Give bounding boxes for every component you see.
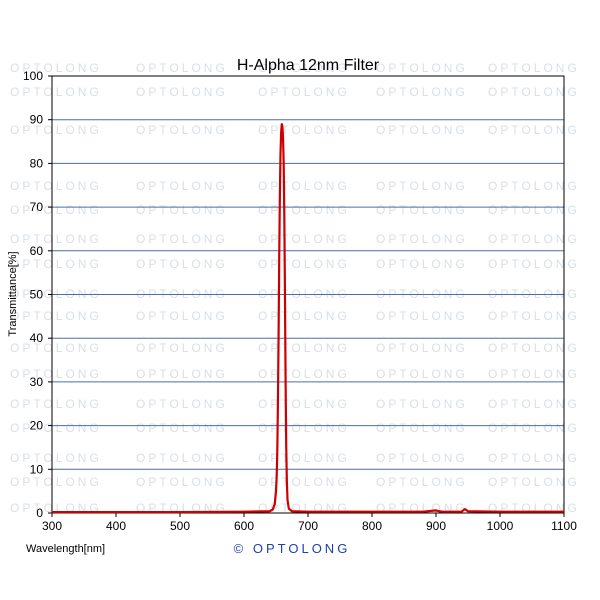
x-tick-label: 500 [170,519,190,533]
x-tick-label: 300 [42,519,62,533]
watermark-text: OPTOLONG [376,421,468,435]
watermark-text: OPTOLONG [258,397,350,411]
watermark-text: OPTOLONG [488,257,580,271]
x-tick-label: 1000 [487,519,514,533]
watermark-text: OPTOLONG [10,257,102,271]
y-tick-label: 20 [30,419,44,433]
watermark-text: OPTOLONG [258,309,350,323]
watermark-text: OPTOLONG [376,85,468,99]
watermark-text: OPTOLONG [10,232,102,246]
watermark-text: OPTOLONG [488,203,580,217]
watermark-text: OPTOLONG [10,421,102,435]
watermark-text: OPTOLONG [376,203,468,217]
watermark-text: OPTOLONG [488,341,580,355]
watermark-text: OPTOLONG [376,257,468,271]
y-tick-label: 60 [30,244,44,258]
watermark-text: OPTOLONG [488,397,580,411]
x-tick-label: 900 [426,519,446,533]
watermark-text: OPTOLONG [10,61,102,75]
watermark-text: OPTOLONG [258,421,350,435]
watermark-text: OPTOLONG [258,203,350,217]
watermark-text: OPTOLONG [488,367,580,381]
y-tick-label: 80 [30,156,44,170]
watermark-text: OPTOLONG [488,123,580,137]
tick-layer: 300 400 500 600 700 800 900 1000 1100 0 10 20 30 40 50… [23,69,577,533]
watermark-text: OPTOLONG [136,397,228,411]
watermark-text: OPTOLONG [376,61,468,75]
watermark-text: OPTOLONG [376,451,468,465]
watermark-text: OPTOLONG [136,475,228,489]
watermark-text: OPTOLONG [488,309,580,323]
watermark-text: OPTOLONG [136,421,228,435]
watermark-text: OPTOLONG [136,451,228,465]
watermark-text: OPTOLONG [488,421,580,435]
watermark-text: OPTOLONG [10,475,102,489]
watermark-text: OPTOLONG [258,475,350,489]
x-tick-label: 600 [234,519,254,533]
y-tick-label: 10 [30,462,44,476]
watermark-text: OPTOLONG [258,179,350,193]
watermark-text: OPTOLONG [258,61,350,75]
watermark-text: OPTOLONG [488,232,580,246]
watermark-text: OPTOLONG [376,367,468,381]
watermark-text: OPTOLONG [10,203,102,217]
watermark-text: OPTOLONG [258,367,350,381]
watermark-text: OPTOLONG [10,179,102,193]
x-tick-label: 700 [298,519,318,533]
watermark-text: OPTOLONG [376,123,468,137]
watermark-text: OPTOLONG [376,232,468,246]
y-tick-label: 0 [36,506,43,520]
y-axis-title: Transmittance[%] [7,251,19,336]
watermark-text: OPTOLONG [136,179,228,193]
brand-copyright-logo: © OPTOLONG [234,541,351,556]
watermark-text: OPTOLONG [136,123,228,137]
watermark-text: OPTOLONG [136,61,228,75]
watermark-text: OPTOLONG [136,85,228,99]
y-tick-label: 70 [30,200,44,214]
x-axis-title: Wavelength[nm] [26,543,105,555]
chart-title: H-Alpha 12nm Filter [237,57,380,74]
watermark-text: OPTOLONG [136,309,228,323]
watermark-text: OPTOLONG [488,475,580,489]
watermark-text: OPTOLONG [10,451,102,465]
watermark-text: OPTOLONG [258,341,350,355]
watermark-text: OPTOLONG [376,397,468,411]
watermark-text: OPTOLONG [10,85,102,99]
watermark-text: OPTOLONG [258,257,350,271]
watermark-text: OPTOLONG [488,179,580,193]
watermark-text: OPTOLONG [10,123,102,137]
y-tick-label: 40 [30,331,44,345]
series-line-transmittance [52,122,564,514]
watermark-text: OPTOLONG [376,475,468,489]
watermark-text: OPTOLONG [258,85,350,99]
x-tick-label: 800 [362,519,382,533]
watermark-text: OPTOLONG [136,367,228,381]
x-tick-label: 1100 [551,519,577,533]
watermark-text: OPTOLONG [488,451,580,465]
watermark-text: OPTOLONG [10,341,102,355]
y-tick-label: 30 [30,375,44,389]
y-tick-label: 100 [23,69,43,83]
watermark-text: OPTOLONG [488,61,580,75]
y-tick-label: 50 [30,288,44,302]
watermark-layer: OPTOLONG OPTOLONG OPTOLONG OPTOLONG OPTOLONG… [10,61,580,515]
watermark-text: OPTOLONG [258,232,350,246]
grid-layer [52,119,564,470]
watermark-text: OPTOLONG [488,85,580,99]
watermark-text: OPTOLONG [10,397,102,411]
watermark-text: OPTOLONG [10,367,102,381]
watermark-text: OPTOLONG [376,341,468,355]
watermark-text: OPTOLONG [258,123,350,137]
watermark-text: OPTOLONG [376,309,468,323]
watermark-text: OPTOLONG [376,179,468,193]
watermark-text: OPTOLONG [136,203,228,217]
watermark-text: OPTOLONG [258,451,350,465]
watermark-text: OPTOLONG [136,341,228,355]
watermark-text: OPTOLONG [136,232,228,246]
x-tick-label: 400 [106,519,126,533]
watermark-text: OPTOLONG [10,309,102,323]
y-tick-label: 90 [30,113,44,127]
watermark-text: OPTOLONG [136,257,228,271]
